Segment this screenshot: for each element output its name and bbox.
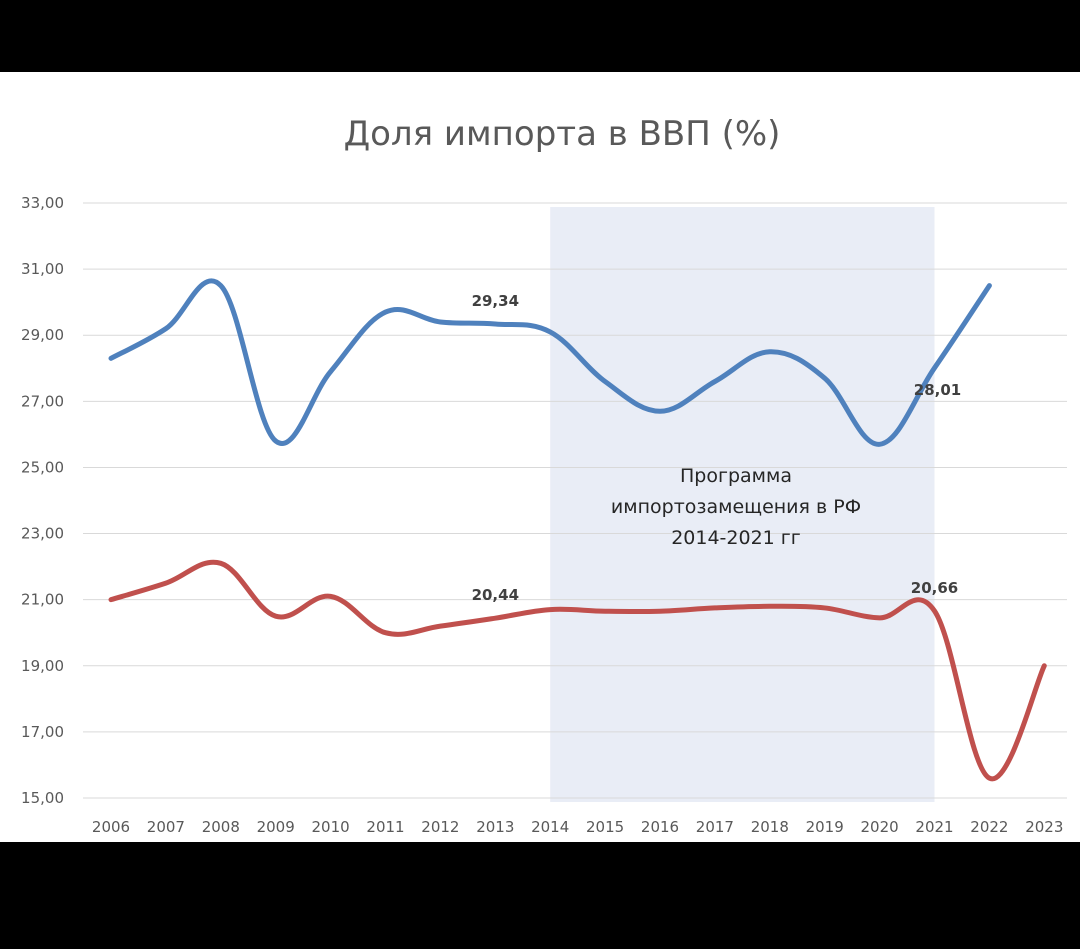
line-chart: Доля импорта в ВВП (%) 15,00 17,00 19,00 21…: [21, 114, 1067, 836]
data-labels: 29,34 28,01 20,44 20,66: [472, 292, 962, 604]
y-tick-label: 33,00: [21, 194, 64, 212]
x-tick-label: 2017: [696, 818, 734, 836]
series-line-2: [108, 559, 1047, 782]
y-tick-label: 21,00: [21, 591, 64, 609]
x-tick-label: 2009: [257, 818, 295, 836]
x-tick-label: 2006: [92, 818, 130, 836]
x-tick-label: 2022: [970, 818, 1008, 836]
x-tick-label: 2020: [861, 818, 899, 836]
band-annotation-line-2: импортозамещения в РФ: [611, 496, 861, 518]
x-tick-label: 2012: [421, 818, 459, 836]
y-tick-label: 19,00: [21, 657, 64, 675]
x-tick-label: 2013: [476, 818, 514, 836]
y-axis-ticks: 15,00 17,00 19,00 21,00 23,00 25,00 27,00 29,00…: [21, 194, 64, 807]
x-tick-label: 2011: [366, 818, 404, 836]
y-tick-label: 23,00: [21, 525, 64, 543]
x-tick-label: 2008: [202, 818, 240, 836]
x-tick-label: 2007: [147, 818, 185, 836]
y-tick-label: 25,00: [21, 458, 64, 476]
y-tick-label: 27,00: [21, 392, 64, 410]
band-annotation-line-3: 2014-2021 гг: [671, 527, 801, 549]
x-tick-label: 2014: [531, 818, 569, 836]
x-tick-label: 2023: [1025, 818, 1063, 836]
data-label: 20,44: [472, 586, 519, 604]
x-tick-label: 2016: [641, 818, 679, 836]
y-tick-label: 17,00: [21, 723, 64, 741]
import-substitution-band: [550, 207, 935, 802]
x-axis-ticks: 2006 2007 2008 2009 2010 2011 2012 2013 2014 2015…: [92, 818, 1063, 836]
band-annotation: Программа импортозамещения в РФ 2014-202…: [611, 465, 861, 549]
gridlines: [83, 202, 1067, 799]
data-label: 20,66: [911, 579, 958, 597]
y-tick-label: 31,00: [21, 260, 64, 278]
x-tick-label: 2019: [806, 818, 844, 836]
chart-title: Доля импорта в ВВП (%): [344, 114, 781, 154]
x-tick-label: 2018: [751, 818, 789, 836]
data-label: 29,34: [472, 292, 519, 310]
series-lines: [108, 278, 1047, 782]
band-annotation-line-1: Программа: [680, 465, 792, 487]
data-label: 28,01: [914, 381, 961, 399]
series-line-1: [108, 278, 992, 447]
y-tick-label: 29,00: [21, 326, 64, 344]
chart-frame: Доля импорта в ВВП (%) 15,00 17,00 19,00 21…: [0, 72, 1080, 842]
x-tick-label: 2010: [312, 818, 350, 836]
x-tick-label: 2015: [586, 818, 624, 836]
y-tick-label: 15,00: [21, 789, 64, 807]
x-tick-label: 2021: [915, 818, 953, 836]
